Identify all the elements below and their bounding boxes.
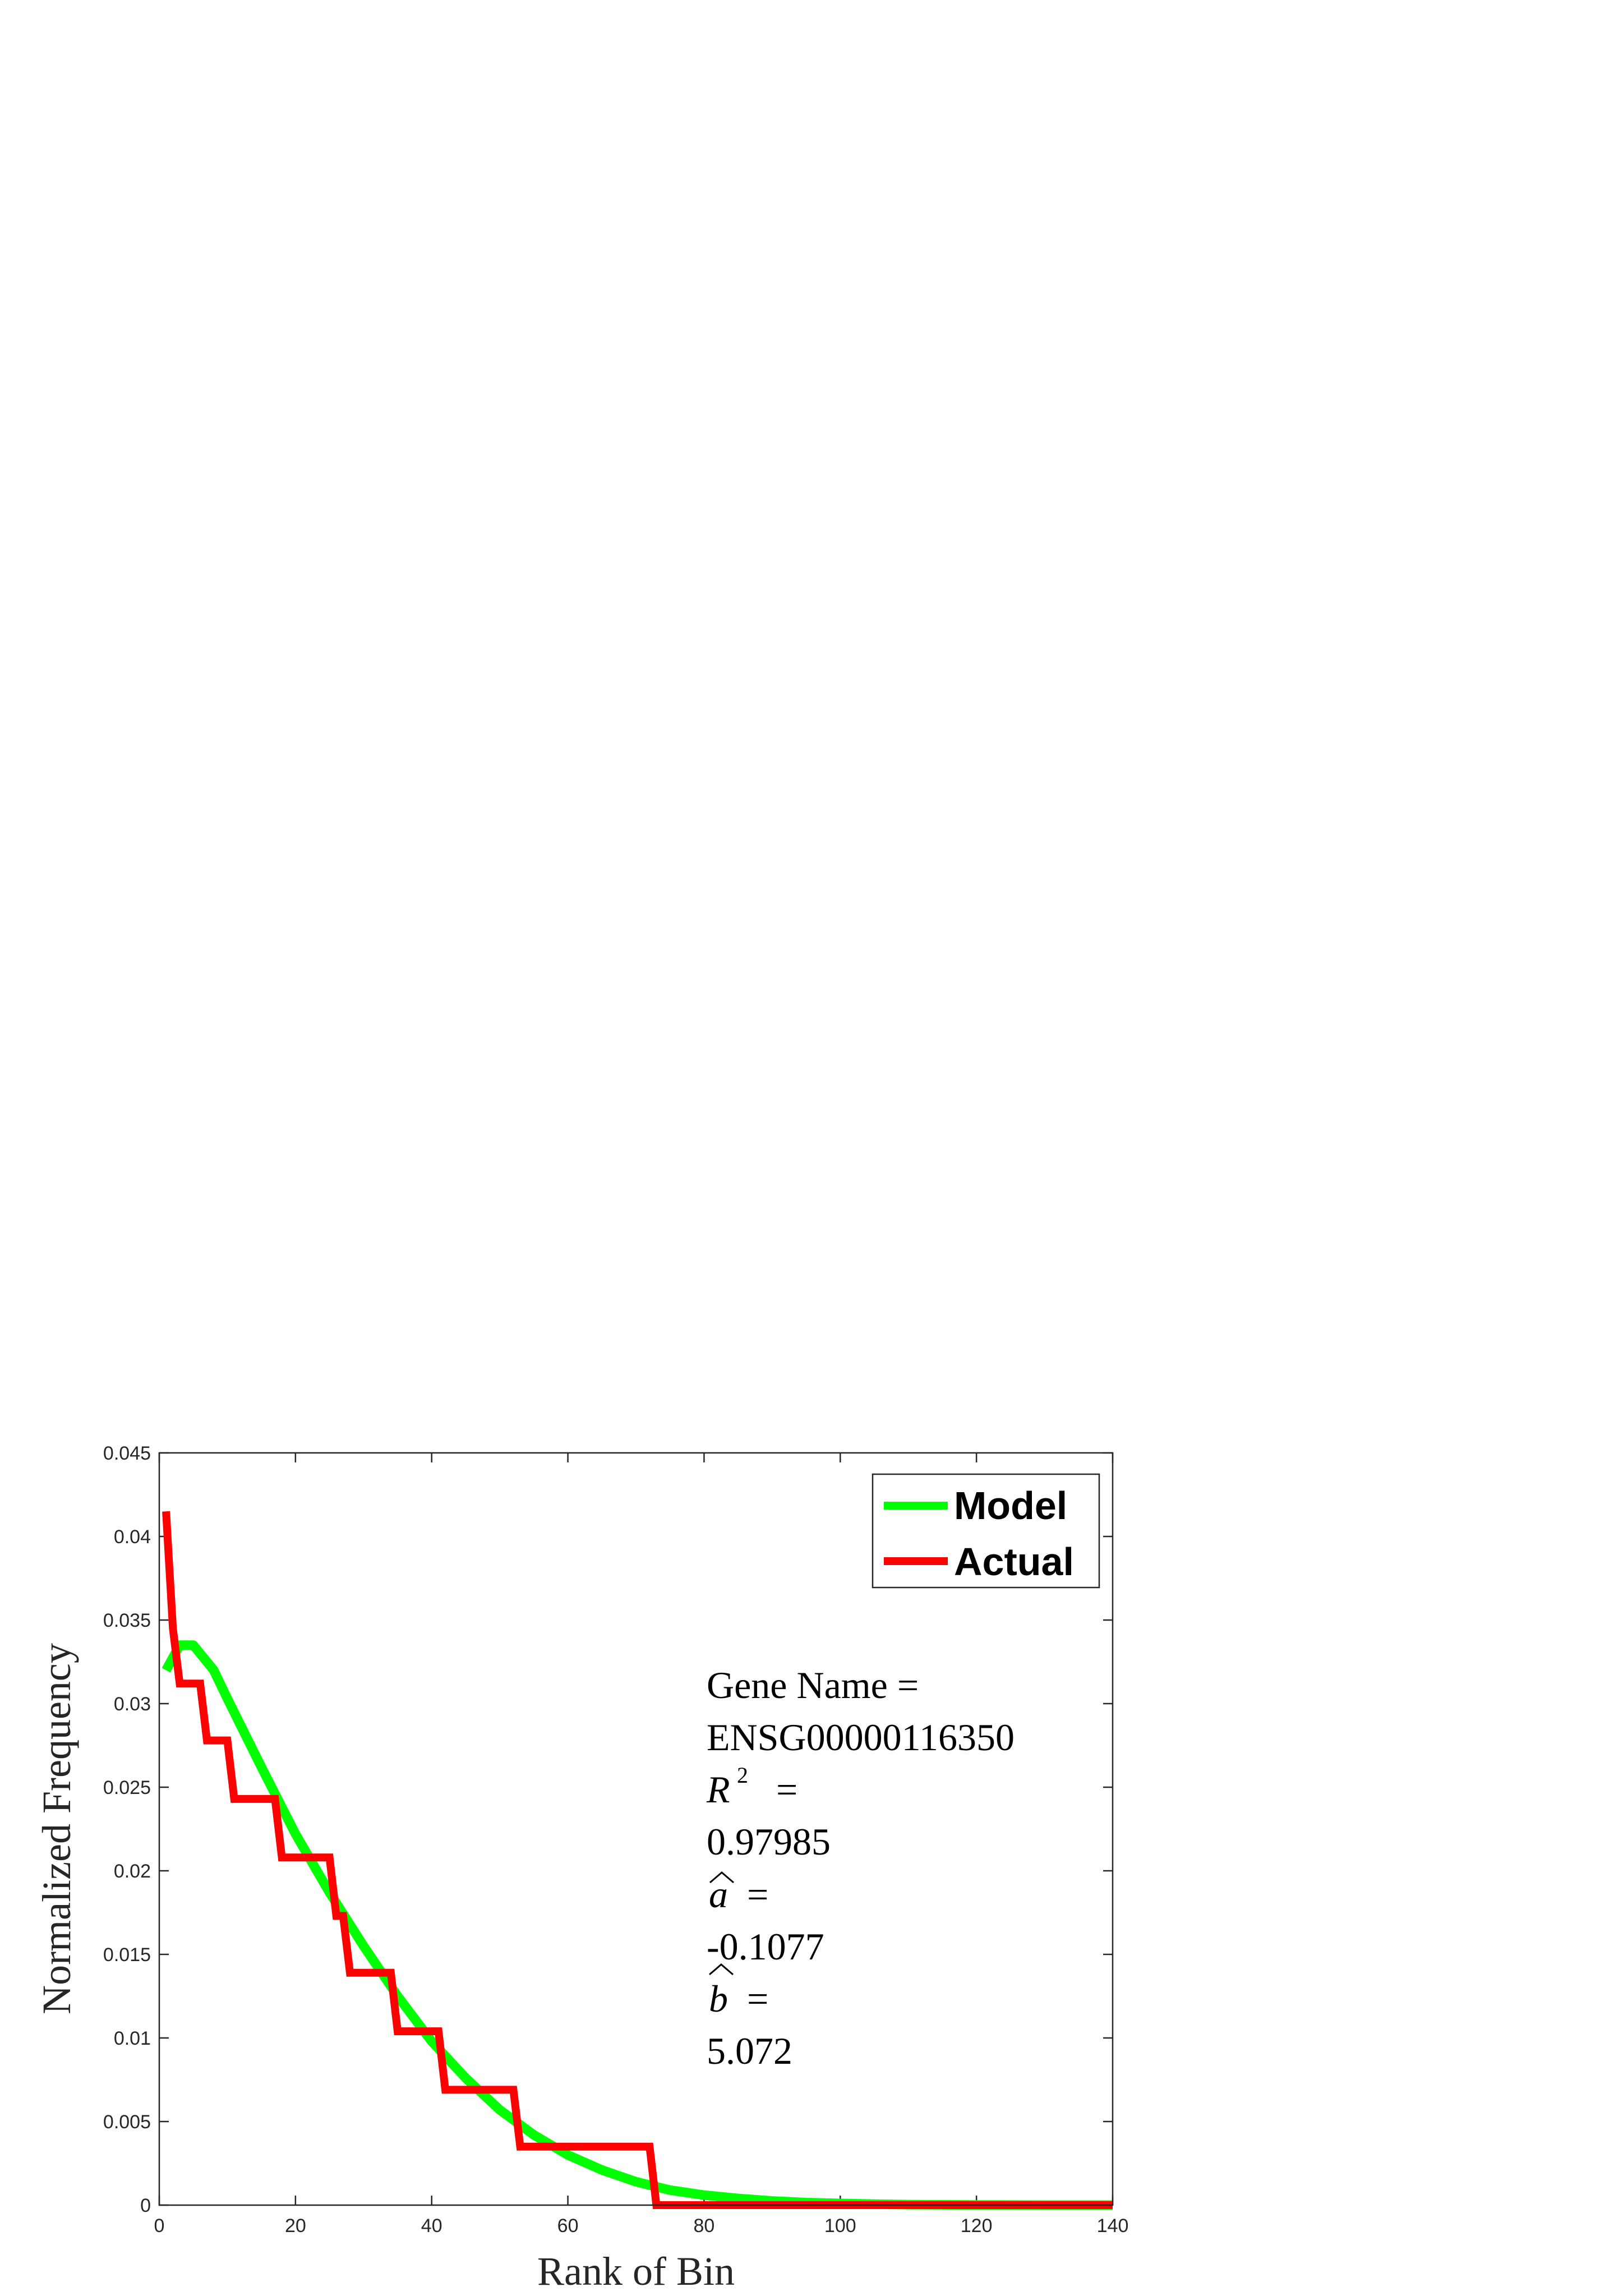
y-tick-label: 0.01 xyxy=(114,2028,151,2049)
x-tick-label: 60 xyxy=(557,2215,579,2237)
r-squared-value: 0.97985 xyxy=(707,1820,831,1863)
y-axis: 0 0.005 0.01 0.015 0.02 0.025 0.03 0.035 0.04 0.0… xyxy=(103,1443,1113,2216)
y-axis-title: Normalized Frequency xyxy=(34,1643,79,2014)
y-tick-label: 0.015 xyxy=(103,1944,151,1966)
x-tick-label: 100 xyxy=(824,2215,856,2237)
b-hat-value: 5.072 xyxy=(707,2030,792,2072)
r-squared-equals: = xyxy=(776,1768,797,1811)
a-hat-accent xyxy=(709,1871,734,1884)
y-tick-label: 0.045 xyxy=(103,1443,151,1464)
b-hat-label: b xyxy=(709,1977,728,2020)
x-tick-label: 140 xyxy=(1097,2215,1129,2237)
legend-box xyxy=(872,1473,1100,1589)
legend-label-actual: Actual xyxy=(954,1540,1074,1584)
x-tick-label: 120 xyxy=(961,2215,993,2237)
y-tick-label: 0.02 xyxy=(114,1861,151,1882)
y-tick-label: 0.03 xyxy=(114,1694,151,1715)
y-tick-label: 0.04 xyxy=(114,1526,151,1548)
r-squared-label: R xyxy=(706,1768,730,1811)
gene-name-value: ENSG00000116350 xyxy=(707,1716,1015,1759)
fit-annotation: Gene Name = ENSG00000116350 R 2 = 0.9798… xyxy=(706,1664,1015,2072)
legend: Model Actual xyxy=(872,1473,1100,1589)
a-hat-value: -0.1077 xyxy=(707,1925,824,1968)
a-hat-label: a xyxy=(709,1873,728,1916)
b-hat-equals: = xyxy=(747,1977,768,2020)
r-squared-superscript: 2 xyxy=(737,1763,748,1788)
gene-name-label: Gene Name = xyxy=(707,1664,919,1706)
x-tick-label: 80 xyxy=(694,2215,715,2237)
b-hat-accent xyxy=(709,1963,734,1976)
x-tick-label: 20 xyxy=(285,2215,306,2237)
y-tick-label: 0 xyxy=(140,2195,151,2216)
series-line-actual xyxy=(162,1511,1113,2209)
y-tick-label: 0.025 xyxy=(103,1777,151,1798)
a-hat-equals: = xyxy=(747,1873,768,1916)
series-layer xyxy=(162,1511,1113,2210)
plot-frame xyxy=(158,1452,1114,2206)
x-axis-title: Rank of Bin xyxy=(537,2249,735,2294)
x-tick-label: 40 xyxy=(421,2215,442,2237)
x-tick-label: 0 xyxy=(154,2215,165,2237)
y-tick-label: 0.005 xyxy=(103,2111,151,2133)
y-tick-label: 0.035 xyxy=(103,1610,151,1631)
legend-label-model: Model xyxy=(954,1484,1067,1527)
x-axis: 0 20 40 60 80 100 120 140 xyxy=(154,1453,1129,2237)
